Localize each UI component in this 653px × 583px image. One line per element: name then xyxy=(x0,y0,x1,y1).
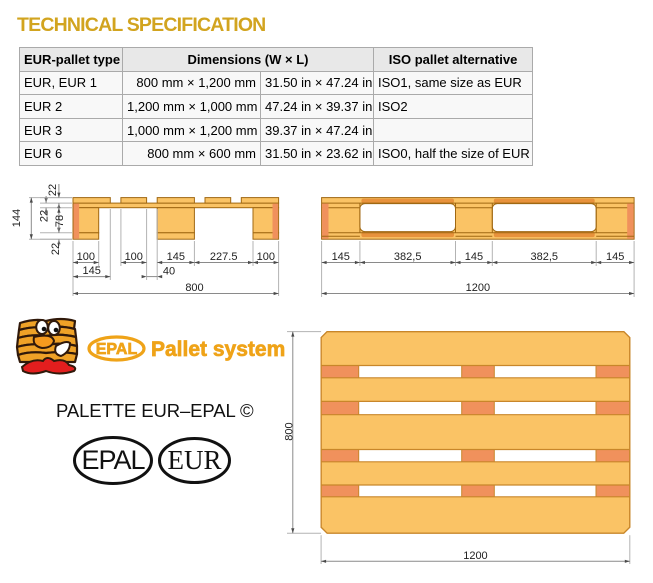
svg-text:1200: 1200 xyxy=(466,282,490,294)
svg-text:EPAL: EPAL xyxy=(96,341,138,358)
svg-text:382,5: 382,5 xyxy=(394,251,422,263)
svg-text:382,5: 382,5 xyxy=(530,251,558,263)
svg-text:100: 100 xyxy=(257,251,275,263)
svg-text:800: 800 xyxy=(185,282,203,294)
svg-text:22: 22 xyxy=(47,184,59,196)
svg-text:22: 22 xyxy=(50,243,62,255)
svg-text:EPAL: EPAL xyxy=(81,445,145,475)
svg-text:145: 145 xyxy=(606,251,624,263)
svg-text:800: 800 xyxy=(283,422,295,440)
svg-text:227.5: 227.5 xyxy=(210,251,238,263)
svg-text:100: 100 xyxy=(77,251,95,263)
svg-text:145: 145 xyxy=(167,251,185,263)
svg-text:1200: 1200 xyxy=(463,550,487,562)
svg-text:40: 40 xyxy=(163,266,175,278)
svg-text:100: 100 xyxy=(125,251,143,263)
svg-text:145: 145 xyxy=(465,251,483,263)
svg-text:22: 22 xyxy=(39,210,51,222)
svg-text:78: 78 xyxy=(54,215,66,227)
svg-text:145: 145 xyxy=(82,265,100,277)
svg-text:144: 144 xyxy=(11,209,23,227)
svg-text:EUR: EUR xyxy=(168,445,222,475)
svg-text:145: 145 xyxy=(332,251,350,263)
